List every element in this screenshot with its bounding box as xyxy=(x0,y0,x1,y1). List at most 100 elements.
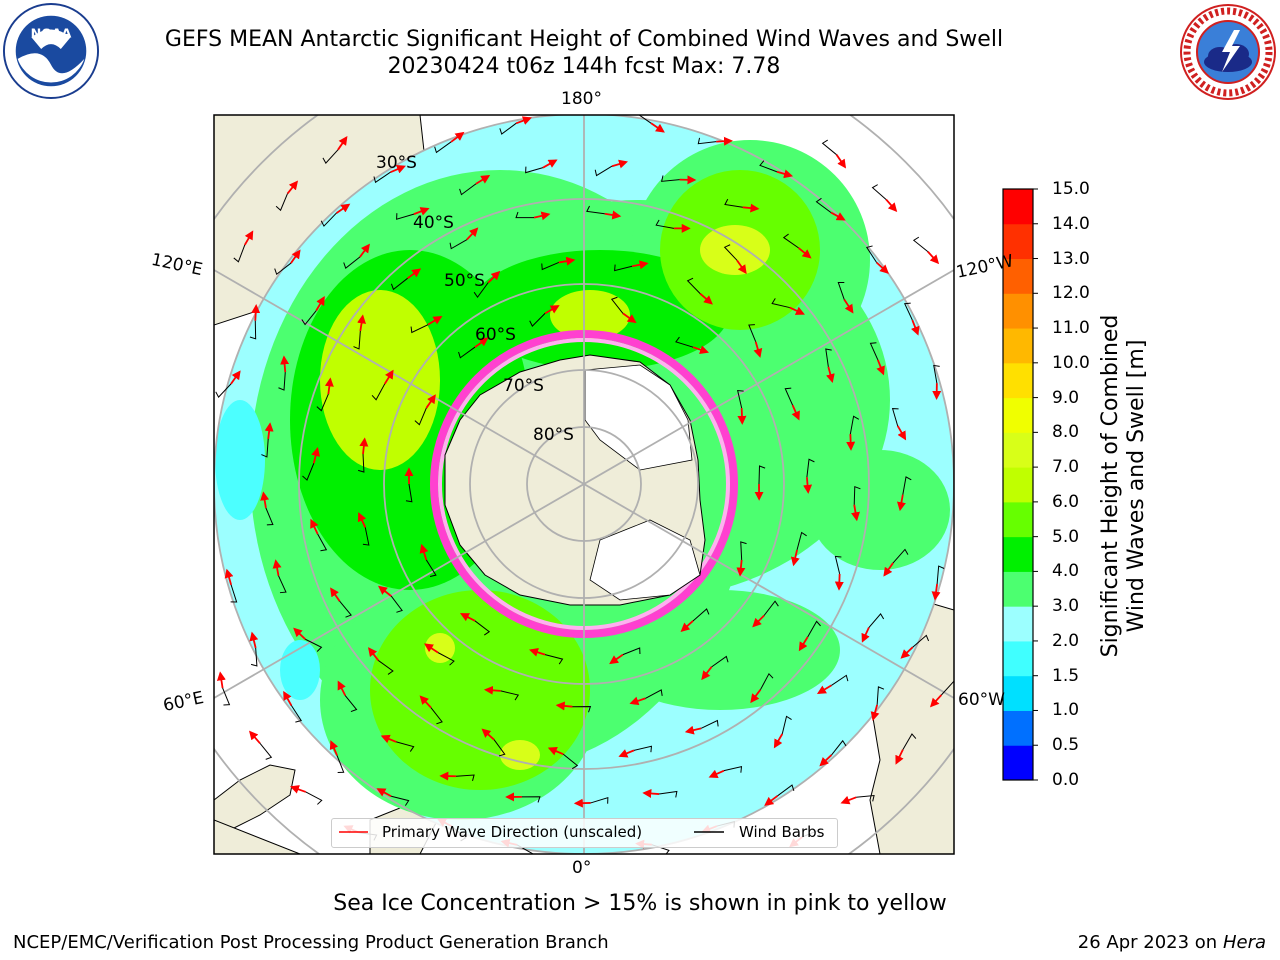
wave-direction-arrow xyxy=(927,250,940,265)
noaa-logo: NOAA xyxy=(2,2,100,100)
wave-direction-arrow xyxy=(544,305,560,315)
wind-barb xyxy=(305,638,323,652)
wave-direction-arrow xyxy=(359,437,369,455)
wind-barb xyxy=(425,559,437,578)
wind-barb xyxy=(343,256,361,269)
wind-barb xyxy=(320,212,337,227)
wind-barb xyxy=(831,739,847,756)
wind-barb xyxy=(278,575,287,594)
wave-direction-arrow xyxy=(826,366,835,384)
wave-direction-arrow xyxy=(680,620,694,632)
wind-barb xyxy=(259,743,273,760)
wind-barb xyxy=(782,233,799,249)
wave-direction-arrow xyxy=(466,227,479,241)
wave-direction-arrow xyxy=(290,249,301,264)
lon-label-0: 0° xyxy=(572,858,592,878)
lat-label-40s: 40°S xyxy=(413,213,454,233)
wave-direction-arrow xyxy=(337,680,347,696)
wave-direction-arrow xyxy=(931,583,941,601)
wave-direction-arrow xyxy=(555,701,573,711)
colorbar-tick-label: 4.0 xyxy=(1052,561,1080,582)
wind-barb xyxy=(856,794,875,802)
wind-barb xyxy=(748,324,757,342)
wind-barb xyxy=(339,600,352,618)
colorbar-tick-label: 7.0 xyxy=(1052,457,1080,478)
wind-barb xyxy=(414,407,427,426)
colorbar-tick-label: 2.0 xyxy=(1052,630,1080,651)
wind-barb xyxy=(638,115,652,124)
wave-direction-arrow xyxy=(835,154,847,169)
footer-date: 26 Apr 2023 on Hera xyxy=(1077,932,1266,953)
wind-barb xyxy=(396,213,415,220)
wave-direction-arrow xyxy=(737,408,747,425)
colorbar xyxy=(1003,189,1033,781)
wave-direction-arrow xyxy=(244,230,254,246)
colorbar-tick-label: 13.0 xyxy=(1052,248,1090,269)
colorbar-band xyxy=(1003,432,1033,468)
wind-barb xyxy=(781,715,792,734)
wave-direction-arrow xyxy=(897,494,906,512)
colorbar-band xyxy=(1003,501,1033,538)
wave-direction-arrow xyxy=(533,211,551,221)
wind-barb xyxy=(274,262,292,276)
wind-barb xyxy=(868,613,885,628)
wind-barb xyxy=(633,745,653,753)
wind-barb xyxy=(737,389,744,409)
wave-direction-arrow xyxy=(736,559,746,577)
forecast-subtitle: 20230424 t06z 144h fcst Max: 7.78 xyxy=(387,54,781,79)
wave-direction-arrow xyxy=(335,203,351,214)
wave-direction-arrow xyxy=(542,159,558,169)
wind-barb xyxy=(645,689,663,699)
wave-direction-arrow xyxy=(701,666,713,681)
colorbar-band xyxy=(1003,189,1033,225)
wave-direction-arrow xyxy=(310,518,319,535)
wave-direction-arrow xyxy=(515,116,532,125)
wind-barb xyxy=(614,264,633,272)
colorbar-band xyxy=(1003,328,1033,364)
wave-direction-arrow xyxy=(419,543,429,561)
wave-direction-arrow xyxy=(798,636,809,652)
colorbar-tick-label: 8.0 xyxy=(1052,422,1080,443)
lon-label-180: 180° xyxy=(561,89,602,109)
wind-barb xyxy=(825,348,832,367)
wind-barb xyxy=(322,149,339,164)
wind-barb xyxy=(869,342,879,360)
wave-direction-arrow xyxy=(529,647,546,657)
wind-barb xyxy=(430,707,443,725)
wind-barb xyxy=(278,372,286,391)
wind-barb xyxy=(700,719,719,729)
wave-direction-arrow xyxy=(609,653,624,665)
wind-barb xyxy=(697,137,717,145)
wave-direction-arrow xyxy=(716,136,733,146)
wave-direction-arrow xyxy=(378,585,392,597)
wind-barb xyxy=(692,608,710,622)
wave-direction-arrow xyxy=(483,685,501,695)
wave-direction-arrow xyxy=(424,643,439,654)
wind-barb xyxy=(891,408,899,426)
wind-barb xyxy=(933,364,940,384)
wind-barb xyxy=(358,454,365,473)
wind-barb xyxy=(344,695,358,713)
wave-direction-arrow xyxy=(776,169,794,179)
colorbar-band xyxy=(1003,745,1033,781)
colorbar-band xyxy=(1003,536,1033,572)
wave-direction-arrow xyxy=(816,684,832,695)
wave-direction-arrow xyxy=(324,377,334,395)
wind-barb xyxy=(902,733,917,750)
wind-barb xyxy=(473,282,489,298)
wind-barb xyxy=(724,198,743,208)
colorbar-band xyxy=(1003,293,1033,329)
legend-wave-direction: Primary Wave Direction (unscaled) xyxy=(382,823,643,841)
wind-barb xyxy=(456,774,475,781)
colorbar-tick-label: 9.0 xyxy=(1052,387,1080,408)
colorbar-band xyxy=(1003,223,1033,260)
colorbar-band xyxy=(1003,571,1033,607)
wind-barb xyxy=(529,313,546,327)
wave-direction-arrow xyxy=(390,165,406,174)
wind-barb xyxy=(655,219,675,229)
wave-direction-arrow xyxy=(618,749,635,758)
wind-barb xyxy=(474,620,491,636)
wind-barb xyxy=(525,166,544,174)
colorbar-tick-label: 5.0 xyxy=(1052,526,1080,547)
